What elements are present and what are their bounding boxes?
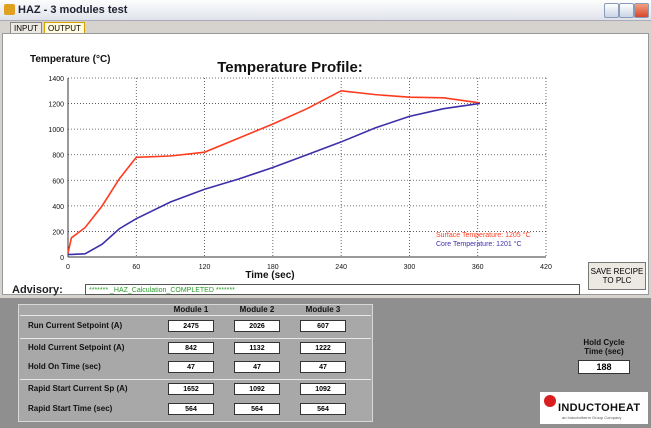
x-tick-label: 120 — [199, 264, 211, 271]
x-tick-label: 60 — [132, 264, 140, 271]
value-box: 842 — [168, 342, 214, 354]
y-axis-label: Temperature (°C) — [30, 54, 111, 65]
value-box: 564 — [300, 403, 346, 415]
hold-cycle-label: Hold Cycle Time (sec) — [583, 338, 625, 356]
column-header: Module 2 — [239, 305, 275, 314]
row-label: Hold Current Setpoint (A) — [28, 343, 125, 352]
x-tick-label: 180 — [267, 264, 279, 271]
row-separator — [20, 338, 371, 339]
value-box: 47 — [168, 361, 214, 373]
save-button[interactable]: SAVE RECIPE TO PLC — [588, 262, 646, 290]
y-tick-label: 1400 — [48, 76, 64, 83]
x-axis-label: Time (sec) — [245, 270, 294, 281]
row-label: Run Current Setpoint (A) — [28, 321, 123, 330]
column-header: Module 3 — [305, 305, 341, 314]
value-box: 2026 — [234, 320, 280, 332]
app-icon — [4, 4, 15, 15]
row-label: Hold On Time (sec) — [28, 362, 101, 371]
value-box: 564 — [234, 403, 280, 415]
x-tick-label: 0 — [66, 264, 70, 271]
title-bar: HAZ - 3 modules test — [0, 0, 651, 21]
value-box: 1132 — [234, 342, 280, 354]
logo: INDUCTOHEAT an Inductotherm Group Compan… — [540, 392, 648, 424]
series-line — [68, 102, 481, 256]
y-tick-label: 400 — [52, 204, 64, 211]
hold-cycle-value: 188 — [578, 360, 630, 374]
chart: Temperature (°C) Temperature Profile: Ti… — [30, 54, 552, 281]
x-tick-label: 420 — [540, 264, 552, 271]
value-box: 1222 — [300, 342, 346, 354]
x-tick-label: 360 — [472, 264, 484, 271]
x-tick-label: 240 — [335, 264, 347, 271]
row-separator — [20, 379, 371, 380]
legend-entry: Core Temperature: 1201 °C — [436, 240, 522, 248]
series-line — [67, 89, 481, 254]
y-tick-label: 0 — [60, 255, 64, 262]
row-separator — [20, 315, 371, 316]
y-tick-label: 1200 — [48, 102, 64, 109]
chart-panel — [2, 33, 649, 295]
tab[interactable]: INPUT — [10, 22, 42, 34]
value-box: 2475 — [168, 320, 214, 332]
row-label: Rapid Start Time (sec) — [28, 404, 113, 413]
logo-tagline: an Inductotherm Group Company — [562, 415, 622, 420]
legend-entry: Surface Temperature: 1205 °C — [436, 231, 531, 239]
logo-name: INDUCTOHEAT — [558, 402, 641, 414]
tab-active[interactable]: OUTPUT — [44, 22, 85, 34]
value-box: 47 — [300, 361, 346, 373]
advisory-box: ******* _HAZ_Calculation_COMPLETED *****… — [85, 284, 580, 295]
window-title: HAZ - 3 modules test — [18, 4, 128, 16]
row-label: Rapid Start Current Sp (A) — [28, 384, 128, 393]
chart-title: Temperature Profile: — [217, 59, 363, 76]
advisory-label: Advisory: — [12, 284, 63, 296]
value-box: 1092 — [300, 383, 346, 395]
column-header: Module 1 — [173, 305, 209, 314]
logo-mark — [544, 395, 556, 407]
value-box: 607 — [300, 320, 346, 332]
value-box: 47 — [234, 361, 280, 373]
value-box: 564 — [168, 403, 214, 415]
maximize-button[interactable] — [619, 3, 634, 18]
y-tick-label: 600 — [52, 178, 64, 185]
value-box: 1092 — [234, 383, 280, 395]
y-tick-label: 1000 — [48, 127, 64, 134]
y-tick-label: 200 — [52, 229, 64, 236]
value-box: 1652 — [168, 383, 214, 395]
x-tick-label: 300 — [404, 264, 416, 271]
y-tick-label: 800 — [52, 153, 64, 160]
close-button[interactable] — [634, 3, 649, 18]
minimize-button[interactable] — [604, 3, 619, 18]
